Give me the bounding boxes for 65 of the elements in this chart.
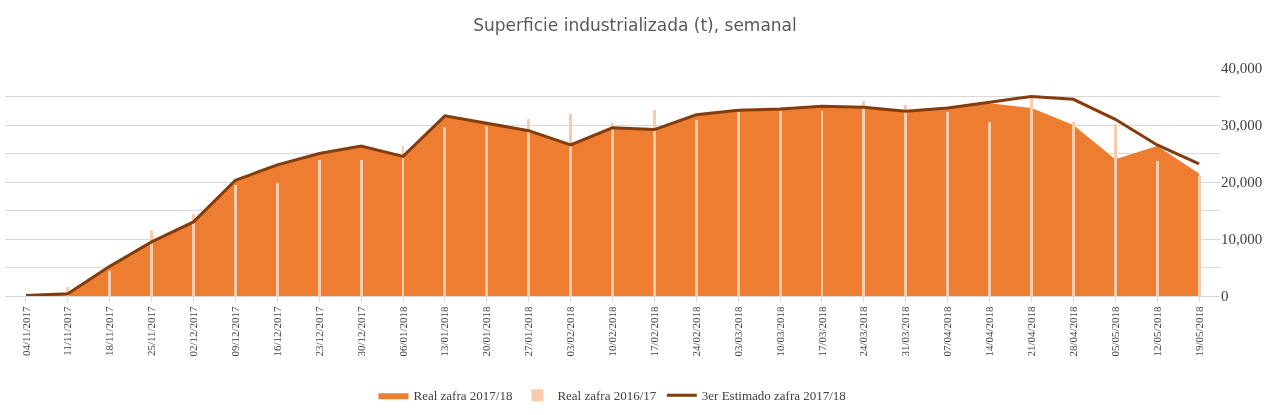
bar bbox=[192, 214, 195, 296]
x-tick-label: 19/05/2018 bbox=[1192, 305, 1205, 357]
bar bbox=[527, 119, 530, 296]
bar bbox=[988, 122, 991, 296]
legend-label: Real zafra 2017/18 bbox=[413, 388, 513, 404]
bar bbox=[821, 111, 823, 296]
x-tick-label: 09/12/2017 bbox=[229, 305, 241, 357]
x-tick-label: 02/12/2017 bbox=[187, 305, 200, 357]
bar bbox=[904, 105, 907, 296]
x-tick-label: 03/03/2018 bbox=[731, 305, 744, 357]
bar bbox=[653, 110, 656, 296]
legend-label: 3er Estimado zafra 2017/18 bbox=[701, 388, 846, 404]
bar bbox=[1030, 99, 1033, 296]
chart-title: Superficie industrializada (t), semanal bbox=[473, 14, 797, 35]
bar bbox=[779, 111, 782, 296]
bar bbox=[1198, 176, 1201, 296]
x-tick-label: 20/01/2018 bbox=[480, 305, 493, 357]
x-tick-label: 25/11/2017 bbox=[145, 305, 158, 357]
bar bbox=[1072, 122, 1075, 296]
bar bbox=[234, 185, 237, 296]
x-tick-label: 14/04/2018 bbox=[983, 305, 996, 357]
x-tick-label: 17/03/2018 bbox=[815, 305, 828, 357]
x-tick-label: 30/12/2017 bbox=[354, 305, 367, 357]
x-tick-label: 10/03/2018 bbox=[773, 305, 786, 357]
x-tick-label: 07/04/2018 bbox=[941, 305, 954, 357]
bar bbox=[611, 123, 614, 296]
x-tick-label: 27/01/2018 bbox=[522, 305, 535, 357]
bar bbox=[485, 126, 488, 296]
x-tick-label: 24/03/2018 bbox=[857, 305, 870, 357]
bar bbox=[318, 160, 321, 296]
bar bbox=[402, 146, 404, 296]
x-tick-label: 28/04/2018 bbox=[1066, 305, 1079, 357]
bar bbox=[108, 271, 111, 296]
x-tick-label: 04/11/2017 bbox=[19, 305, 32, 357]
x-tick-label: 24/02/2018 bbox=[689, 305, 702, 357]
x-tick-label: 31/03/2018 bbox=[899, 305, 912, 357]
bar bbox=[946, 112, 949, 296]
x-tick-label: 05/05/2018 bbox=[1108, 305, 1121, 357]
y-tick-label: 20,000 bbox=[1221, 174, 1263, 191]
x-tick-label: 23/12/2017 bbox=[312, 305, 325, 357]
x-tick-label: 17/02/2018 bbox=[647, 305, 660, 357]
x-tick-label: 16/12/2017 bbox=[270, 305, 283, 357]
legend-label: Real zafra 2016/17 bbox=[557, 388, 657, 404]
y-tick-label: 10,000 bbox=[1221, 231, 1263, 248]
bar bbox=[1156, 161, 1159, 296]
x-tick-label: 10/02/2018 bbox=[606, 305, 619, 357]
bar bbox=[862, 101, 865, 296]
y-tick-label: 30,000 bbox=[1221, 117, 1263, 134]
bar bbox=[443, 127, 446, 296]
bar bbox=[1114, 124, 1117, 296]
x-tick-label: 21/04/2018 bbox=[1025, 305, 1038, 357]
bar bbox=[360, 160, 363, 296]
bar bbox=[150, 230, 153, 296]
x-tick-label: 11/11/2017 bbox=[61, 305, 74, 356]
x-tick-label: 18/11/2017 bbox=[103, 305, 116, 357]
bar bbox=[276, 183, 279, 296]
x-tick-label: 06/01/2018 bbox=[396, 305, 409, 357]
x-tick-label: 13/01/2018 bbox=[438, 305, 451, 357]
y-tick-label: 40,000 bbox=[1221, 60, 1263, 77]
bar bbox=[737, 112, 740, 296]
y-tick-label: 0 bbox=[1221, 288, 1229, 305]
bar bbox=[569, 114, 572, 296]
x-tick-label: 12/05/2018 bbox=[1150, 305, 1163, 357]
x-tick-label: 03/02/2018 bbox=[564, 305, 577, 357]
bar bbox=[695, 120, 698, 296]
